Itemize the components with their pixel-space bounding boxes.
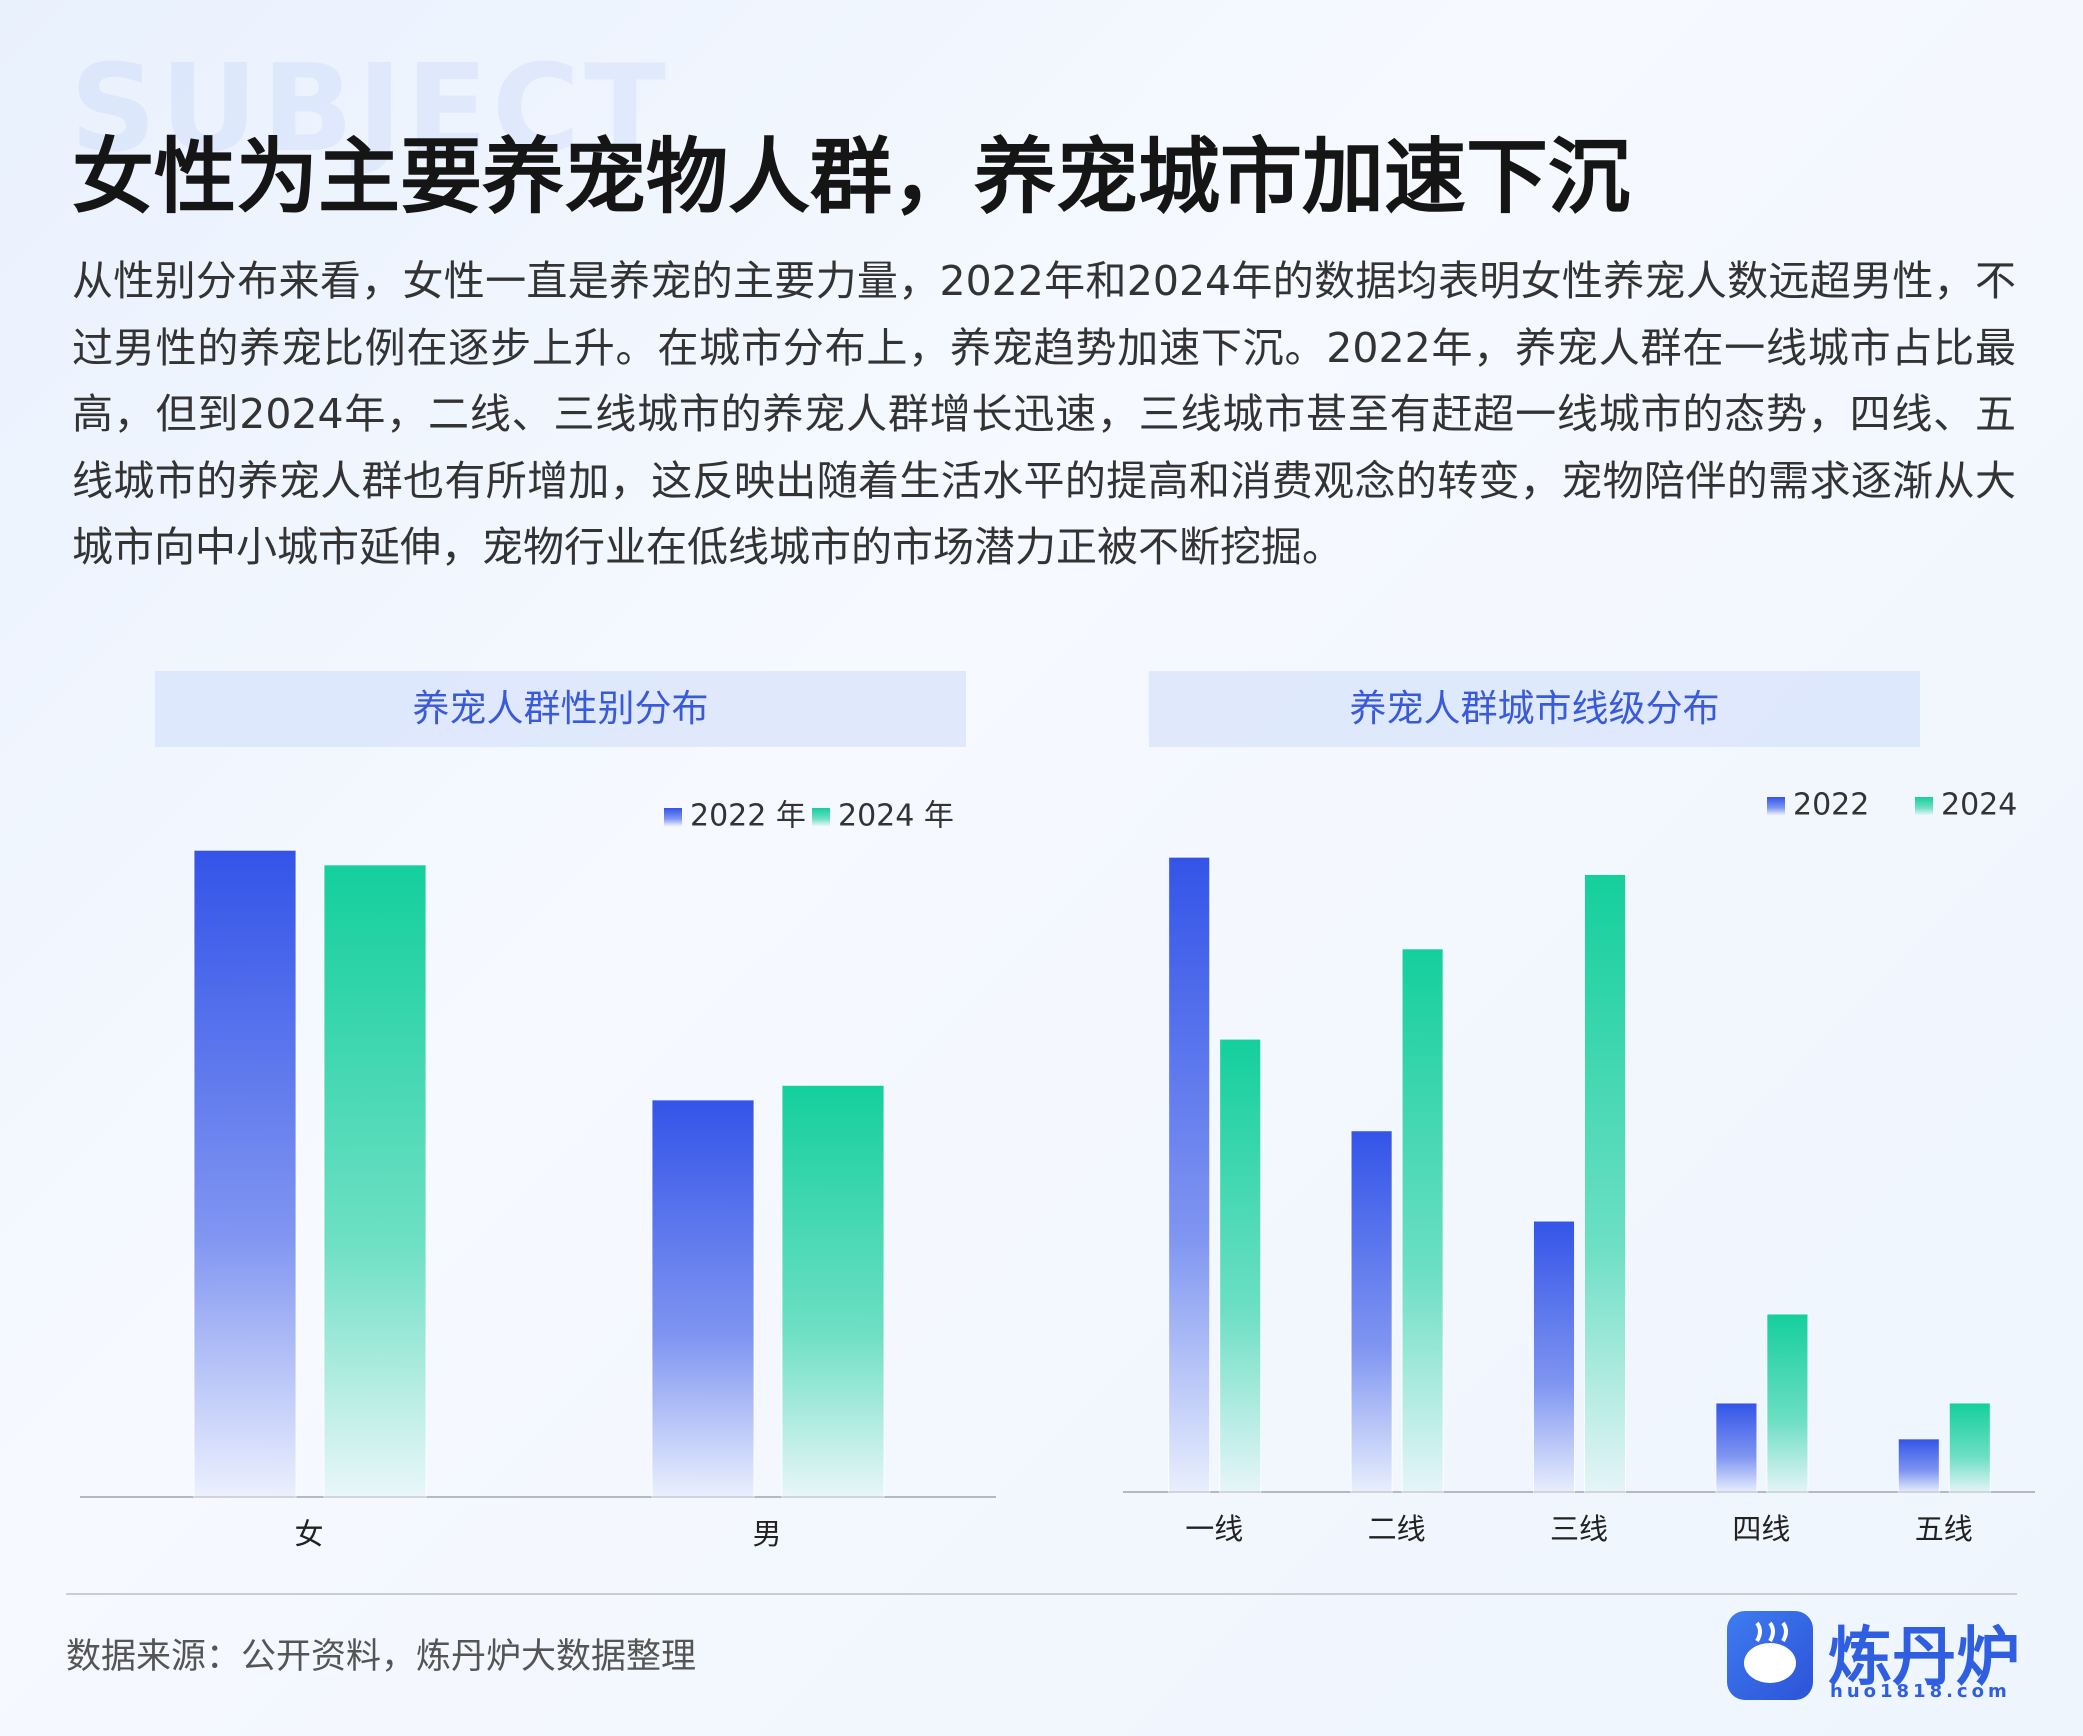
watermark: SUBJECT — [70, 40, 670, 179]
x-tick-label: 二线 — [1368, 1512, 1426, 1546]
legend-swatch — [1767, 797, 1785, 815]
brand-url: huo1818.com — [1830, 1681, 2011, 1702]
brand-name: 炼丹炉 — [1828, 1621, 2020, 1695]
chart-title: 养宠人群性别分布 — [155, 671, 966, 747]
bar — [651, 1099, 755, 1498]
legend-label: 2024 年 — [838, 799, 954, 834]
bar — [1350, 1130, 1393, 1493]
x-tick-label: 四线 — [1732, 1512, 1790, 1546]
legend-swatch — [664, 808, 682, 826]
chart-title: 养宠人群城市线级分布 — [1149, 671, 1920, 747]
logo-glyph — [1744, 1621, 1796, 1683]
bar — [193, 849, 297, 1498]
bar — [1219, 1038, 1262, 1493]
bar — [1584, 873, 1626, 1493]
x-tick-label: 女 — [294, 1517, 323, 1551]
bar — [1897, 1438, 1940, 1493]
bar — [1948, 1402, 1991, 1493]
legend-label: 2022 — [1793, 788, 1869, 823]
page-title: 女性为主要养宠物人群，养宠城市加速下沉 — [72, 130, 1631, 225]
bar — [1533, 1220, 1575, 1493]
bar — [781, 1084, 885, 1498]
bar — [323, 864, 427, 1498]
bar — [1715, 1402, 1758, 1493]
x-tick-label: 男 — [752, 1517, 781, 1551]
x-tick-label: 三线 — [1550, 1512, 1608, 1546]
logo-icon — [1727, 1611, 1813, 1700]
bar — [1766, 1313, 1809, 1493]
legend-swatch — [1915, 797, 1933, 815]
bar — [1401, 948, 1444, 1493]
body-text: 从性别分布来看，女性一直是养宠的主要力量，2022年和2024年的数据均表明女性… — [72, 257, 2016, 571]
legend-label: 2022 年 — [690, 799, 806, 834]
x-tick-label: 一线 — [1185, 1512, 1243, 1546]
source-note: 数据来源：公开资料，炼丹炉大数据整理 — [66, 1637, 697, 1677]
bar — [1168, 856, 1211, 1493]
x-tick-label: 五线 — [1915, 1512, 1973, 1546]
legend-label: 2024 — [1941, 788, 2017, 823]
legend-swatch — [812, 808, 830, 826]
